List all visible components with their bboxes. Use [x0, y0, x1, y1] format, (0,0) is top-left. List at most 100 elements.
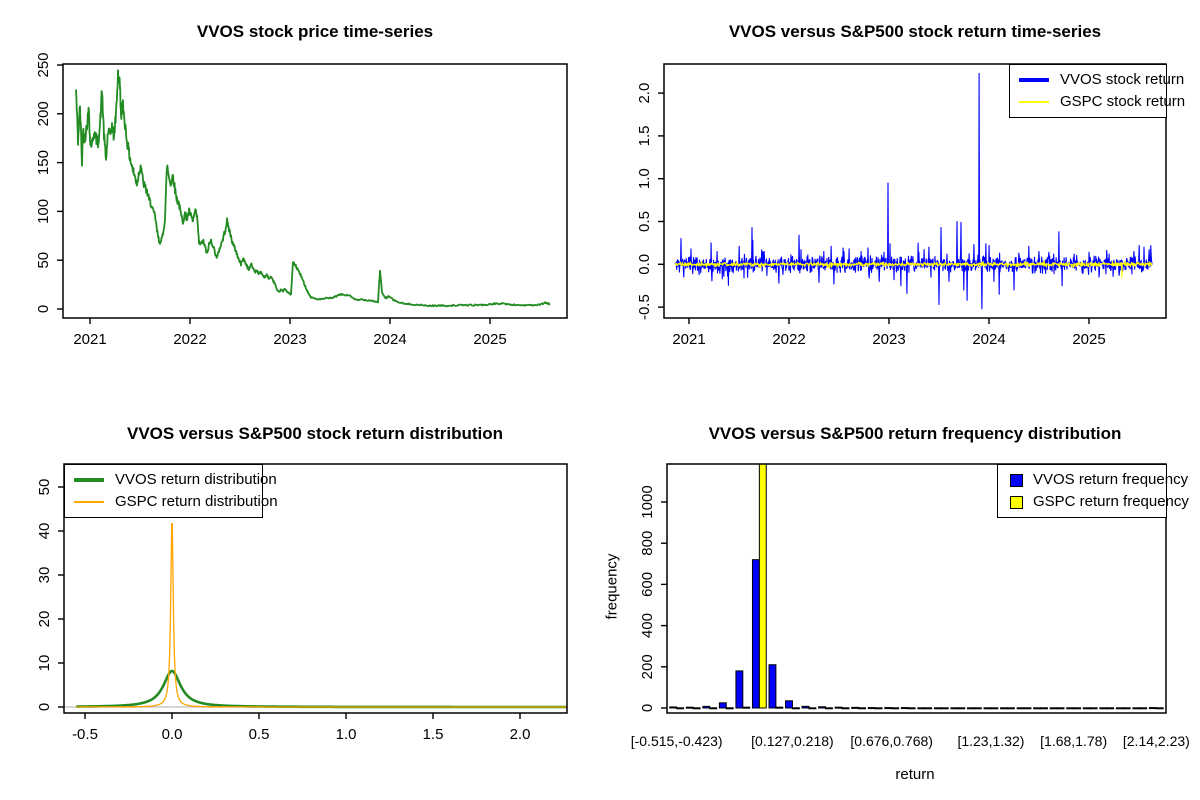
y-axis-tick-label: 0 [639, 704, 656, 712]
legend-item: GSPC return frequency [1007, 491, 1189, 513]
vvos-frequency-bar [1066, 707, 1075, 710]
gspc-frequency-bar [990, 707, 999, 710]
x-axis-tick-label: 2021 [672, 331, 705, 348]
gspc-frequency-bar [1040, 707, 1048, 710]
x-axis-tick-label: 0.5 [249, 726, 270, 743]
vvos-frequency-bar [801, 705, 810, 709]
vvos-frequency-bar [1132, 707, 1141, 710]
gspc-frequency-bar [1023, 707, 1032, 710]
y-axis-tick-label: 20 [36, 611, 53, 628]
y-axis-tick-label: 200 [35, 101, 52, 126]
gspc-frequency-bar [725, 707, 734, 710]
plot-box [62, 63, 568, 319]
x-axis-tick-label: 2021 [73, 331, 106, 348]
histogram-bin-label: [1.68,1.78) [1040, 733, 1107, 749]
y-axis-tick-label: 2.0 [636, 83, 653, 104]
vvos-frequency-bar [718, 702, 727, 709]
y-axis-tick-label: 800 [639, 531, 656, 556]
histogram-bin-label: [-0.515,-0.423) [631, 733, 723, 749]
y-axis-tick-label: 250 [35, 52, 52, 77]
x-axis-tick-label: 2023 [273, 331, 306, 348]
plot-box [666, 463, 1167, 714]
x-axis-tick-label: 0.0 [162, 726, 183, 743]
panel4-title: VVOS versus S&P500 return frequency dist… [708, 424, 1122, 443]
vvos-return-line-swatch [1019, 78, 1049, 82]
y-axis-tick-label: 50 [36, 479, 53, 496]
y-axis-tick-label: 1.5 [636, 125, 653, 146]
vvos-frequency-bar [685, 706, 694, 709]
x-axis-tick-label: 2023 [872, 331, 905, 348]
gspc-frequency-bar [924, 707, 933, 710]
x-axis-tick-label: 2024 [972, 331, 1005, 348]
gspc-frequency-bar [940, 707, 949, 710]
y-axis-tick-label: 50 [35, 252, 52, 269]
vvos-density-line-swatch [74, 478, 104, 482]
legend-item: VVOS stock return [1019, 69, 1184, 91]
gspc-frequency-bar [742, 706, 751, 709]
gspc-frequency-bar [874, 707, 883, 710]
vvos-frequency-bar [1000, 707, 1008, 710]
plot-box [63, 463, 568, 714]
legend-item: GSPC return distribution [74, 491, 278, 513]
gspc-return-line-swatch [1019, 101, 1049, 103]
gspc-frequency-bar [841, 707, 850, 710]
legend-label: GSPC return frequency [1033, 493, 1189, 510]
gspc-frequency-bar [825, 707, 833, 710]
histogram-bin-label: [0.127,0.218) [751, 733, 834, 749]
x-axis-tick-label: 2025 [473, 331, 506, 348]
panel2-legend: VVOS stock return GSPC stock return [1009, 64, 1185, 118]
panel4-legend: VVOS return frequency GSPC return freque… [997, 464, 1189, 518]
y-axis-tick-label: 1000 [639, 485, 656, 518]
price-series-line [75, 69, 551, 308]
gspc-frequency-box-swatch [1010, 495, 1023, 509]
gspc-return-line [674, 259, 1153, 279]
gspc-frequency-bar [973, 707, 982, 710]
y-axis-tick-label: 0 [36, 703, 53, 711]
vvos-frequency-bar [669, 706, 678, 709]
vvos-frequency-bar [851, 706, 860, 709]
vvos-frequency-bar [867, 707, 876, 710]
y-axis-tick-label: 10 [36, 655, 53, 672]
panel4-ylabel: frequency [603, 553, 621, 620]
gspc-frequency-bar [1106, 707, 1115, 710]
gspc-frequency-bar [1089, 707, 1098, 710]
y-axis-tick-label: 150 [35, 150, 52, 175]
panel3-title: VVOS versus S&P500 stock return distribu… [126, 424, 503, 443]
x-axis-tick-label: 2025 [1072, 331, 1105, 348]
vvos-frequency-bar [785, 700, 793, 709]
x-axis-tick-label: 2.0 [510, 726, 531, 743]
gspc-frequency-bar [709, 707, 718, 710]
gspc-frequency-bar [1155, 707, 1164, 710]
gspc-frequency-bar [858, 707, 866, 710]
legend-item: VVOS return distribution [74, 469, 277, 491]
vvos-frequency-bar [1082, 707, 1091, 710]
y-axis-tick-label: 0.0 [636, 254, 653, 275]
gspc-frequency-bar [692, 707, 701, 710]
vvos-frequency-bar [1148, 707, 1157, 710]
vvos-frequency-bar [818, 706, 827, 709]
vvos-frequency-bar [1016, 707, 1025, 710]
vvos-frequency-bar [933, 707, 942, 710]
x-axis-tick-label: 1.5 [423, 726, 444, 743]
legend-label: VVOS stock return [1060, 71, 1185, 88]
vvos-frequency-bar [735, 670, 744, 709]
legend-label: GSPC return distribution [115, 493, 278, 510]
gspc-frequency-bar [1073, 707, 1082, 710]
panel1-title: VVOS stock price time-series [196, 22, 434, 41]
y-axis-tick-label: 0 [35, 305, 52, 313]
vvos-frequency-bar [884, 707, 893, 710]
y-axis-tick-label: -0.5 [636, 294, 653, 320]
vvos-frequency-bar [768, 664, 777, 709]
gspc-frequency-bar [1056, 707, 1065, 710]
gspc-frequency-bar [1006, 707, 1015, 710]
gspc-frequency-bar [808, 707, 817, 710]
y-axis-tick-label: 0.5 [636, 211, 653, 232]
panel3-legend: VVOS return distribution GSPC return dis… [64, 464, 278, 518]
gspc-frequency-bar [1139, 707, 1148, 710]
vvos-frequency-bar [900, 707, 909, 710]
x-axis-tick-label: 1.0 [336, 726, 357, 743]
gspc-density-curve [76, 522, 567, 708]
vvos-frequency-box-swatch [1010, 473, 1023, 487]
vvos-frequency-bar [950, 707, 959, 710]
